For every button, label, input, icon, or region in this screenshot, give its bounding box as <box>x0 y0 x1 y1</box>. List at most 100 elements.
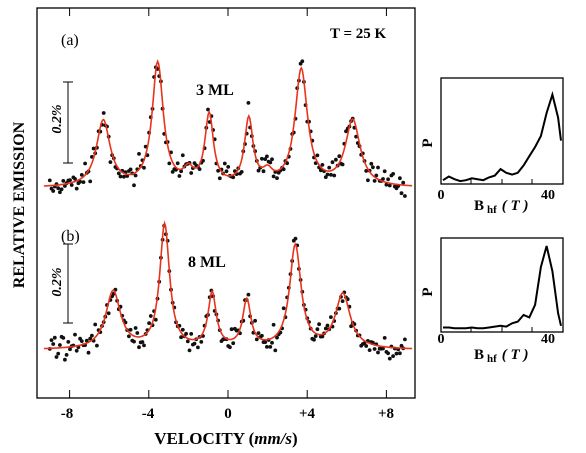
spectrum-b-point-109 <box>231 341 236 346</box>
spectrum-b-point-81 <box>184 331 189 336</box>
spectrum-b-point-47 <box>126 334 131 339</box>
spectrum-b-point-195 <box>376 350 380 355</box>
spectrum-b-point-27 <box>93 322 98 327</box>
spectrum-b-point-188 <box>364 344 369 348</box>
spectrum-b-point-139 <box>281 306 286 311</box>
inset-b-xlabel-hf: hf <box>487 353 497 365</box>
spectrum-a-point-109 <box>231 175 236 180</box>
spectrum-b-point-122 <box>253 318 257 323</box>
spectrum-a-point-161 <box>318 168 323 173</box>
spectrum-b-point-118 <box>246 292 251 297</box>
spectrum-b-point-24 <box>88 336 93 341</box>
spectrum-b-point-10 <box>64 353 69 357</box>
spectrum-a-point-194 <box>374 173 379 178</box>
spectrum-b-point-167 <box>329 315 333 319</box>
spectrum-a-point-5 <box>56 186 61 191</box>
spectrum-a-point-15 <box>73 177 77 181</box>
spectrum-a-point-50 <box>132 183 136 188</box>
spectrum-b-point-22 <box>84 338 89 343</box>
x-axis-title-main: VELOCITY ( <box>154 429 254 448</box>
spectrum-a-point-172 <box>337 154 342 159</box>
spectrum-a-point-71 <box>167 161 172 166</box>
inset-b-ylabel: P <box>420 287 436 296</box>
inset-a-xlabel-unit: ( T ) <box>502 198 529 214</box>
spectrum-b-point-157 <box>312 337 316 342</box>
spectrum-a-point-133 <box>271 174 276 179</box>
spectrum-b-point-133 <box>271 322 276 327</box>
spectrum-b-point-1 <box>49 338 54 342</box>
spectrum-a-point-191 <box>369 161 374 166</box>
spectrum-b-point-28 <box>95 343 99 348</box>
spectrum-a-point-79 <box>180 153 185 158</box>
spectrum-a-point-170 <box>334 157 338 162</box>
spectrum-b-point-82 <box>185 339 190 344</box>
spectrum-b-point-193 <box>372 347 377 351</box>
spectrum-b-point-123 <box>254 337 259 342</box>
spectrum-b-point-164 <box>323 326 328 331</box>
spectrum-a-point-129 <box>265 154 269 159</box>
scale-bar-b-label: 0.2% <box>50 267 65 296</box>
sample-a-label: 3 ML <box>196 82 234 99</box>
spectrum-b-point-56 <box>142 343 146 348</box>
spectrum-a-point-105 <box>224 169 229 174</box>
spectrum-a-point-193 <box>372 179 377 183</box>
spectrum-b-point-52 <box>135 331 140 335</box>
spectrum-b-point-172 <box>337 306 342 311</box>
spectrum-b-point-79 <box>180 327 185 332</box>
spectrum-b-point-16 <box>74 348 79 353</box>
spectrum-a-point-135 <box>275 176 279 181</box>
spectrum-b-point-131 <box>268 345 273 349</box>
spectrum-a-point-73 <box>170 170 175 174</box>
spectrum-b-point-202 <box>387 356 392 361</box>
spectrum-a-point-198 <box>381 177 385 181</box>
spectrum-a-point-6 <box>58 190 62 195</box>
spectrum-b-point-129 <box>265 345 269 349</box>
spectrum-a-point-101 <box>217 176 222 181</box>
spectrum-b-point-15 <box>73 332 77 337</box>
spectrum-b-point-174 <box>340 299 345 303</box>
x-tick-label-p8: +8 <box>378 406 394 422</box>
spectrum-a-point-78 <box>179 169 184 174</box>
spectrum-b-point-134 <box>273 348 278 353</box>
spectrum-a-point-150 <box>300 59 305 64</box>
spectrum-b-point-50 <box>132 339 136 344</box>
inset-a-xlabel-b: B <box>474 198 484 214</box>
spectrum-b-point-6 <box>58 343 62 347</box>
spectrum-b-point-90 <box>199 340 204 344</box>
spectrum-b-point-160 <box>317 322 321 327</box>
spectrum-a-point-210 <box>401 180 406 185</box>
spectrum-b-point-83 <box>187 348 192 353</box>
spectrum-b-point-165 <box>325 323 330 328</box>
spectrum-b-point-12 <box>68 347 72 352</box>
spectrum-a-point-77 <box>177 174 182 178</box>
spectrum-a-point-51 <box>133 173 138 178</box>
spectrum-a-fit-curve <box>43 59 413 187</box>
inset-b-xlabel-b: B <box>474 347 484 363</box>
spectrum-b-point-187 <box>362 341 367 346</box>
spectrum-a-point-19 <box>79 173 84 177</box>
spectrum-a-point-132 <box>270 157 274 162</box>
spectrum-a-point-8 <box>61 179 66 183</box>
sample-b-label: 8 ML <box>188 254 226 271</box>
spectrum-a-point-166 <box>327 165 332 170</box>
spectrum-b-point-51 <box>133 326 138 330</box>
spectrum-a-point-189 <box>366 178 370 183</box>
spectrum-a-point-174 <box>340 162 345 167</box>
spectrum-a-point-118 <box>246 101 251 105</box>
spectrum-b-point-25 <box>90 333 94 338</box>
spectrum-a-point-131 <box>268 160 273 165</box>
spectrum-b-point-86 <box>192 341 197 346</box>
spectrum-a-point-201 <box>386 177 390 182</box>
spectrum-b-point-198 <box>381 346 385 351</box>
scale-bar-a <box>63 81 73 164</box>
x-axis-unit: mm/s <box>254 429 292 448</box>
spectrum-a-point-202 <box>387 183 392 188</box>
x-tick-label-m4: -4 <box>142 406 155 422</box>
spectrum-a-point-2 <box>51 189 56 193</box>
spectrum-b-point-59 <box>147 321 152 325</box>
inset-a-ylabel: P <box>420 138 436 147</box>
spectrum-a-point-168 <box>330 160 335 165</box>
spectrum-a-point-21 <box>83 161 87 166</box>
spectrum-a-point-127 <box>261 169 266 174</box>
